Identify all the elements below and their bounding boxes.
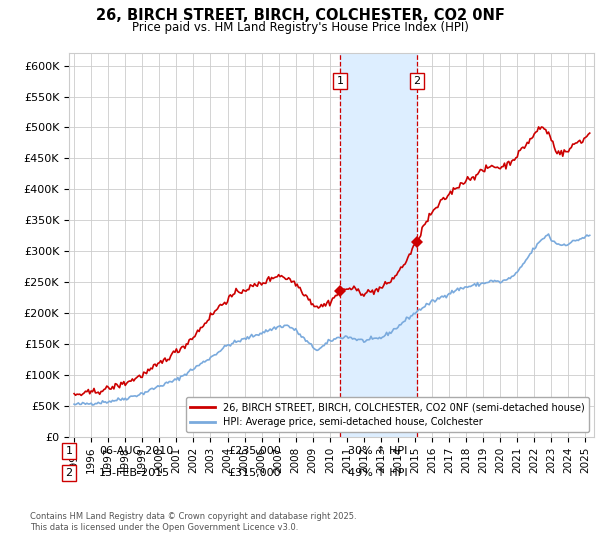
Text: £235,000: £235,000	[228, 446, 281, 456]
Text: Contains HM Land Registry data © Crown copyright and database right 2025.
This d: Contains HM Land Registry data © Crown c…	[30, 512, 356, 532]
Text: Price paid vs. HM Land Registry's House Price Index (HPI): Price paid vs. HM Land Registry's House …	[131, 21, 469, 34]
Text: 1: 1	[65, 446, 73, 456]
Text: 13-FEB-2015: 13-FEB-2015	[99, 468, 170, 478]
Bar	[340, 53, 417, 437]
Text: 26, BIRCH STREET, BIRCH, COLCHESTER, CO2 0NF: 26, BIRCH STREET, BIRCH, COLCHESTER, CO2…	[95, 8, 505, 24]
Text: 06-AUG-2010: 06-AUG-2010	[99, 446, 173, 456]
Text: 2: 2	[65, 468, 73, 478]
Legend: 26, BIRCH STREET, BIRCH, COLCHESTER, CO2 0NF (semi-detached house), HPI: Average: 26, BIRCH STREET, BIRCH, COLCHESTER, CO2…	[185, 398, 589, 432]
Text: 2: 2	[413, 76, 420, 86]
Text: 30% ↑ HPI: 30% ↑ HPI	[348, 446, 407, 456]
Text: 49% ↑ HPI: 49% ↑ HPI	[348, 468, 407, 478]
Text: £315,000: £315,000	[228, 468, 281, 478]
Text: 1: 1	[337, 76, 344, 86]
